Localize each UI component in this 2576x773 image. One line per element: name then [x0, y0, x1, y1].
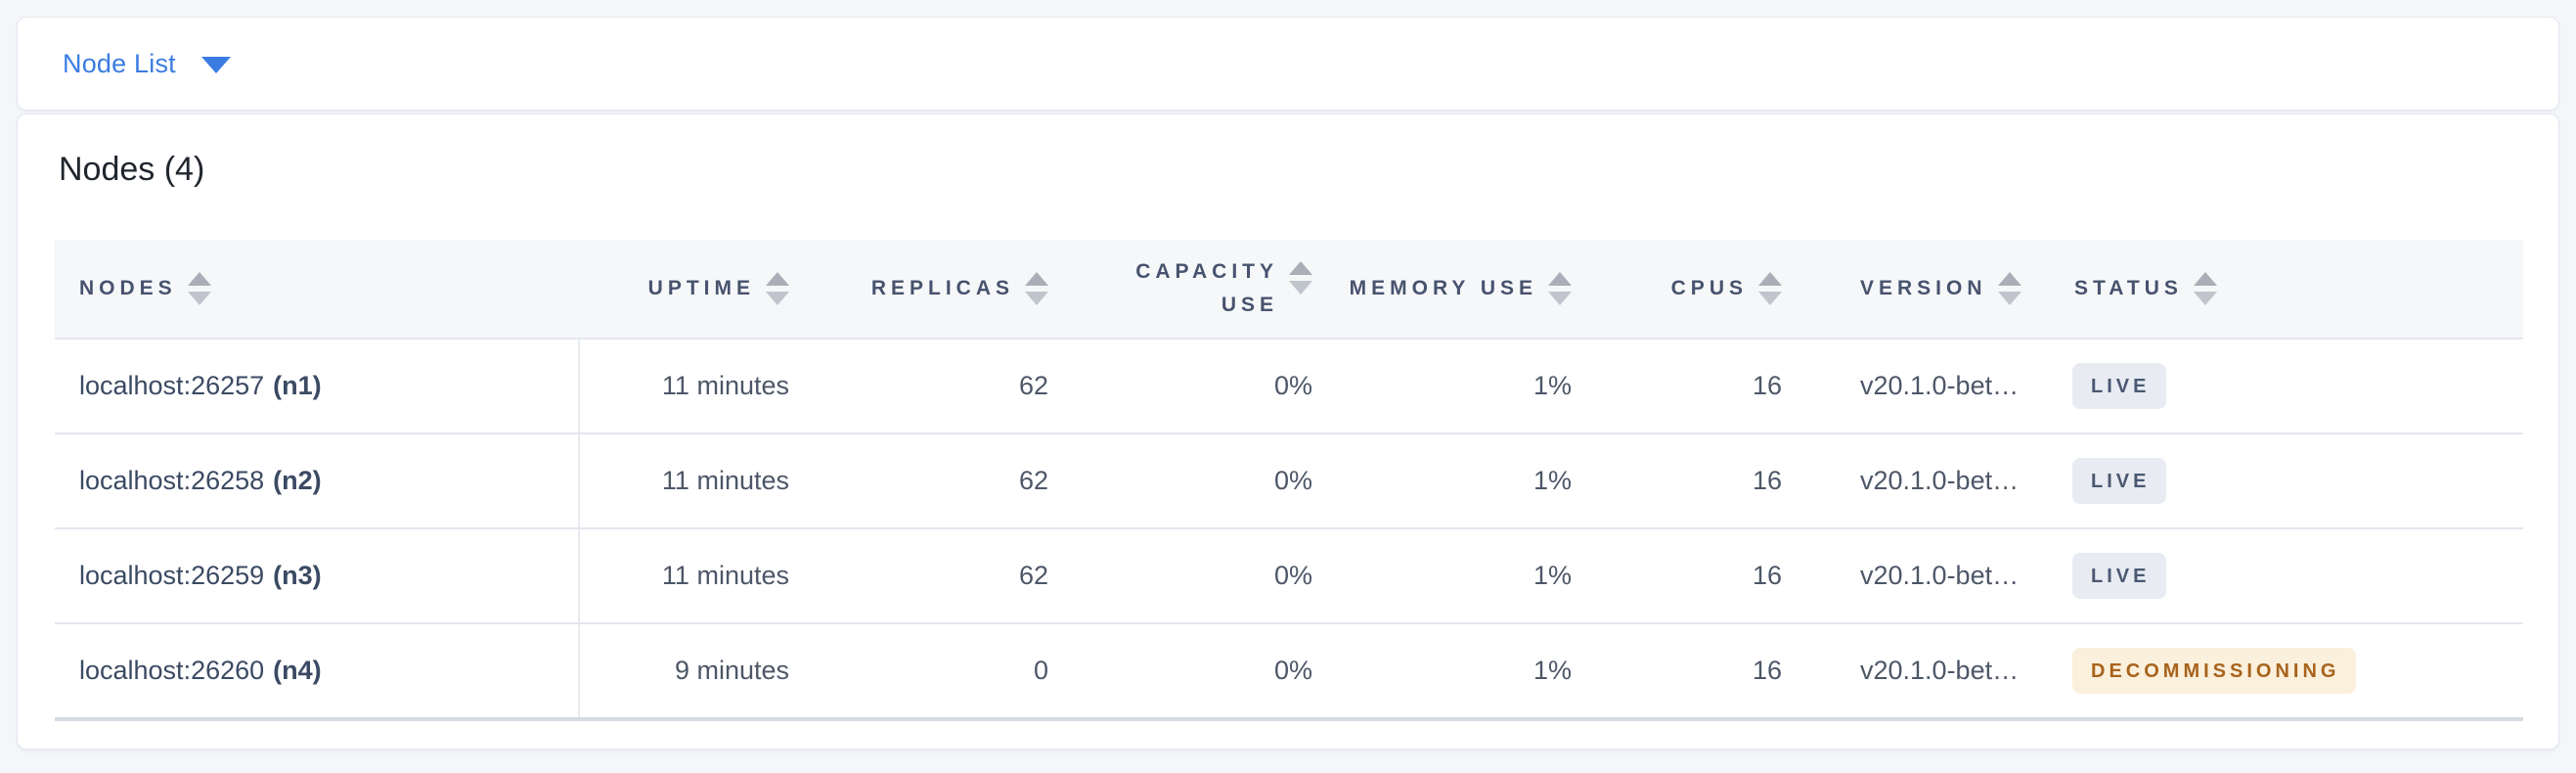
uptime-cell: 9 minutes [674, 656, 789, 685]
replicas-cell: 62 [1018, 561, 1048, 590]
node-id: (n2) [273, 466, 322, 495]
uptime-cell: 11 minutes [661, 371, 789, 400]
memory-use-cell: 1% [1532, 466, 1572, 495]
nodes-panel: Nodes (4) NODES UPTIME REPLICAS CAPACITY… [17, 114, 2559, 750]
version-cell: v20.1.0-bet… [1860, 371, 2020, 400]
cpus-cell: 16 [1752, 561, 1782, 590]
node-address-cell: localhost:26260 (n4) [55, 624, 580, 717]
node-address-cell: localhost:26259 (n3) [55, 529, 580, 622]
sort-icon [2193, 272, 2217, 305]
table-body: localhost:26257 (n1) 11 minutes 62 0% 1%… [55, 338, 2523, 721]
version-cell: v20.1.0-bet… [1860, 466, 2020, 495]
table-row: localhost:26257 (n1) 11 minutes 62 0% 1%… [55, 338, 2523, 432]
node-list-dropdown[interactable]: Node List [63, 49, 231, 79]
page-title: Nodes (4) [59, 151, 205, 188]
node-address-cell: localhost:26258 (n2) [55, 434, 580, 527]
capacity-use-cell: 0% [1273, 656, 1312, 685]
capacity-use-cell: 0% [1273, 371, 1312, 400]
status-cell: DECOMMISSIONING [2072, 624, 2523, 717]
status-cell: LIVE [2072, 529, 2523, 622]
column-header-replicas[interactable]: REPLICAS [803, 240, 1062, 338]
sort-icon [1289, 261, 1312, 295]
node-id: (n4) [273, 656, 322, 685]
cpus-cell: 16 [1752, 371, 1782, 400]
cpus-cell: 16 [1752, 466, 1782, 495]
sort-icon [1548, 272, 1572, 305]
version-cell: v20.1.0-bet… [1860, 656, 2020, 685]
table-row: localhost:26260 (n4) 9 minutes 0 0% 1% 1… [55, 622, 2523, 717]
table-header-row: NODES UPTIME REPLICAS CAPACITY USE MEMOR… [55, 240, 2523, 338]
column-header-nodes[interactable]: NODES [55, 240, 580, 338]
sort-icon [1758, 272, 1782, 305]
node-id: (n1) [273, 371, 322, 400]
replicas-cell: 62 [1018, 466, 1048, 495]
status-cell: LIVE [2072, 340, 2523, 432]
status-badge: DECOMMISSIONING [2072, 648, 2357, 694]
chevron-down-icon [200, 57, 231, 73]
memory-use-cell: 1% [1532, 371, 1572, 400]
node-list-dropdown-label: Node List [63, 48, 176, 78]
capacity-use-cell: 0% [1273, 561, 1312, 590]
status-badge: LIVE [2072, 363, 2167, 409]
column-header-memory-use[interactable]: MEMORY USE [1326, 240, 1585, 338]
uptime-cell: 11 minutes [661, 466, 789, 495]
cpus-cell: 16 [1752, 656, 1782, 685]
version-cell: v20.1.0-bet… [1860, 561, 2020, 590]
node-address-cell: localhost:26257 (n1) [55, 340, 580, 432]
column-header-cpus[interactable]: CPUS [1585, 240, 1796, 338]
column-header-uptime[interactable]: UPTIME [580, 240, 803, 338]
node-id: (n3) [273, 561, 322, 590]
column-header-capacity-use[interactable]: CAPACITY USE [1062, 240, 1326, 338]
status-badge: LIVE [2072, 458, 2167, 504]
uptime-cell: 11 minutes [661, 561, 789, 590]
sort-icon [1025, 272, 1048, 305]
table-row: localhost:26258 (n2) 11 minutes 62 0% 1%… [55, 432, 2523, 527]
replicas-cell: 62 [1018, 371, 1048, 400]
capacity-use-cell: 0% [1273, 466, 1312, 495]
table-row: localhost:26259 (n3) 11 minutes 62 0% 1%… [55, 527, 2523, 622]
sort-icon [766, 272, 789, 305]
nodes-table: NODES UPTIME REPLICAS CAPACITY USE MEMOR… [55, 240, 2523, 721]
view-selector-bar: Node List [17, 17, 2559, 111]
sort-icon [1997, 272, 2021, 305]
status-badge: LIVE [2072, 553, 2167, 599]
replicas-cell: 0 [1033, 656, 1048, 685]
status-cell: LIVE [2072, 434, 2523, 527]
memory-use-cell: 1% [1532, 656, 1572, 685]
column-header-status[interactable]: STATUS [2072, 240, 2523, 338]
column-header-version[interactable]: VERSION [1796, 240, 2072, 338]
sort-icon [187, 272, 211, 305]
memory-use-cell: 1% [1532, 561, 1572, 590]
